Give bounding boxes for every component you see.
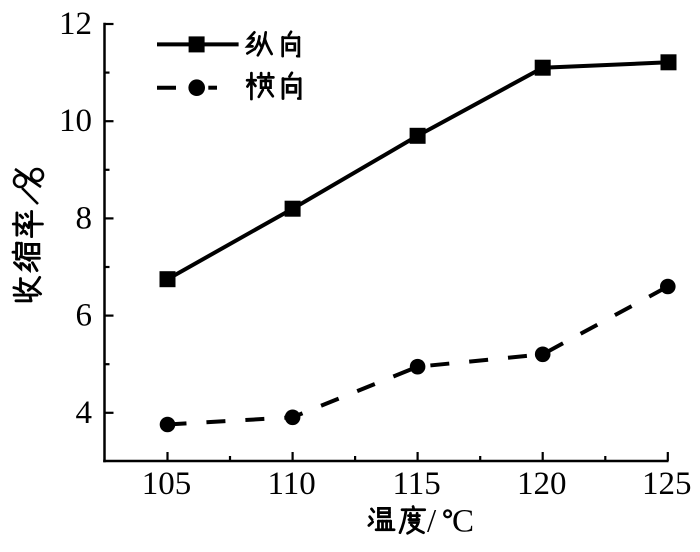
svg-text:105: 105 xyxy=(142,466,192,502)
svg-text:115: 115 xyxy=(392,466,440,502)
svg-text:120: 120 xyxy=(517,466,567,502)
svg-text:125: 125 xyxy=(642,466,692,502)
svg-text:110: 110 xyxy=(267,466,315,502)
svg-text:/: / xyxy=(427,504,437,540)
svg-text:6: 6 xyxy=(76,298,93,334)
svg-text:C: C xyxy=(452,504,474,540)
svg-text:4: 4 xyxy=(76,395,93,431)
svg-text:12: 12 xyxy=(59,6,92,42)
svg-text:10: 10 xyxy=(59,103,92,139)
svg-text:8: 8 xyxy=(76,200,93,236)
